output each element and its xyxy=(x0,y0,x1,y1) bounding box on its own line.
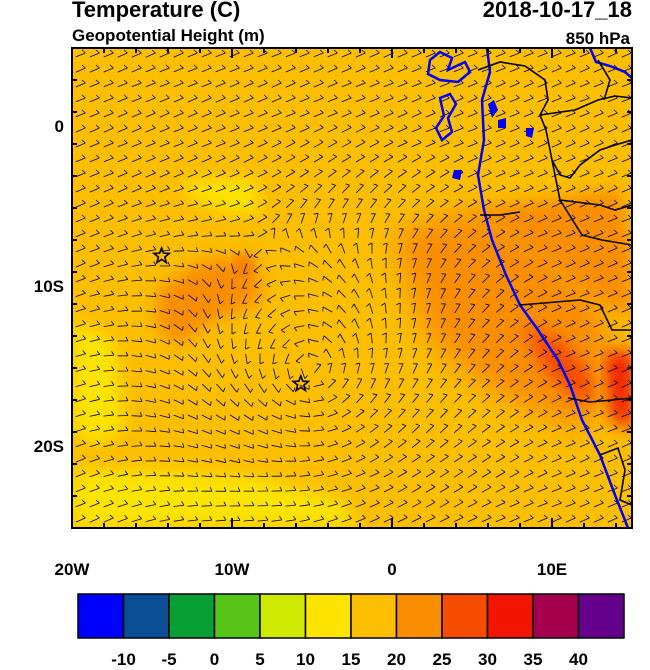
x-tick-label-1: 10W xyxy=(214,560,250,579)
colorbar-label-6: 20 xyxy=(387,650,406,669)
temperature-field xyxy=(72,48,632,528)
colorbar-swatch-0 xyxy=(77,593,125,639)
pressure-level: 850 hPa xyxy=(565,29,630,48)
colorbar-label-4: 10 xyxy=(296,650,315,669)
colorbar-label-0: -10 xyxy=(111,650,136,669)
y-tick-label-2: 20S xyxy=(33,437,64,456)
colorbar-label-8: 30 xyxy=(478,650,497,669)
country-borders xyxy=(477,59,632,506)
colorbar-swatch-5 xyxy=(304,593,352,639)
y-tick-label-1: 10S xyxy=(33,277,64,296)
y-tick-label-0: 0 xyxy=(54,117,64,136)
colorbar-label-5: 15 xyxy=(341,650,361,669)
colorbar-swatch-6 xyxy=(350,593,398,639)
colorbar-swatch-8 xyxy=(441,593,489,639)
colorbar-swatch-11 xyxy=(577,593,625,639)
colorbar-label-1: -5 xyxy=(161,650,177,669)
colorbar-label-9: 35 xyxy=(523,650,543,669)
coastlines xyxy=(426,48,632,528)
colorbar-swatch-9 xyxy=(486,593,534,639)
wind-barbs xyxy=(75,49,632,523)
colorbar-swatch-10 xyxy=(532,593,580,639)
colorbar-label-7: 25 xyxy=(432,650,452,669)
colorbar-swatch-1 xyxy=(122,593,170,639)
colorbar-label-3: 5 xyxy=(255,650,265,669)
colorbar-label-10: 40 xyxy=(569,650,588,669)
star-marker-2 xyxy=(291,373,311,393)
colorbar-swatch-7 xyxy=(395,593,443,639)
chart-title: Temperature (C) xyxy=(72,0,241,22)
axis-ticks xyxy=(71,47,632,529)
valid-time: 2018-10-17_18 xyxy=(482,0,632,22)
colorbar-swatch-3 xyxy=(213,593,261,639)
colorbar-label-2: 0 xyxy=(209,650,220,669)
colorbar-swatch-2 xyxy=(168,593,216,639)
x-tick-label-2: 0 xyxy=(387,560,397,579)
colorbar-swatch-4 xyxy=(259,593,307,639)
star-marker-1 xyxy=(151,245,172,265)
colorbar xyxy=(77,593,625,639)
x-tick-label-0: 20W xyxy=(54,560,90,579)
x-tick-label-3: 10E xyxy=(536,560,568,579)
station-markers xyxy=(151,245,311,393)
chart-subtitle: Geopotential Height (m) xyxy=(72,26,265,45)
